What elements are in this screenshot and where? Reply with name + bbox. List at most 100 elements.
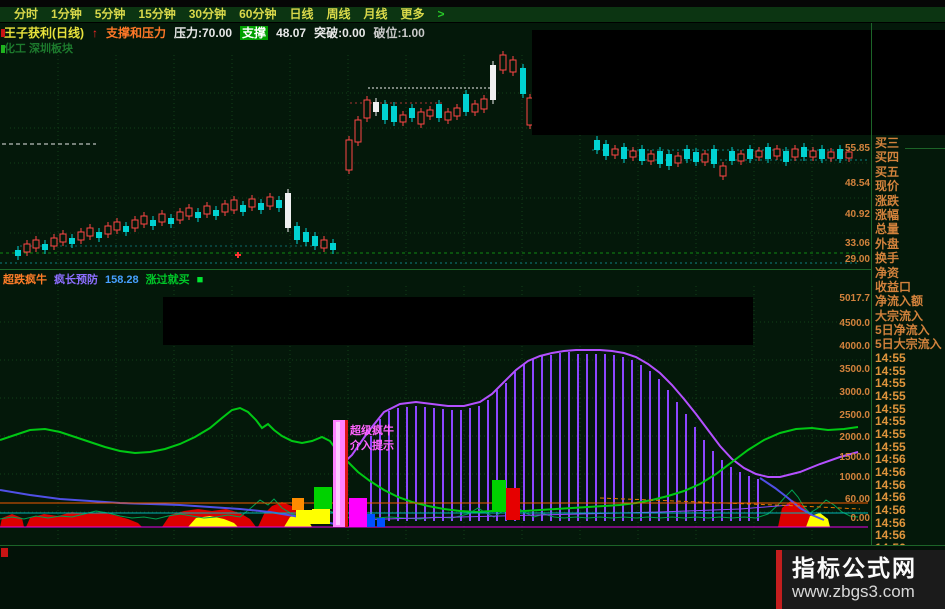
menu-bar: [0, 0, 945, 7]
candle-down: [240, 205, 246, 212]
tick-time: 14:55: [875, 388, 906, 403]
signal-block: [345, 420, 348, 527]
quote-label: 大宗流入: [875, 308, 924, 323]
candle-up: [354, 119, 362, 143]
candle-down: [594, 140, 600, 150]
candle-up: [176, 211, 184, 221]
signal-block: [292, 498, 304, 510]
candle-up: [629, 150, 637, 158]
quote-label: 买四: [875, 150, 900, 165]
tick-time: 14:56: [875, 515, 906, 530]
header-segment-3: 压力:70.00: [174, 26, 233, 40]
watermark-url: www.zbgs3.com: [792, 582, 915, 601]
candle-down: [765, 147, 771, 159]
candle-up: [845, 151, 853, 159]
lower-axis-label: 0.00: [850, 513, 870, 524]
candle-down: [520, 68, 526, 94]
candle-up: [185, 207, 193, 217]
indicator-mound: [806, 513, 830, 527]
quote-label: 买三: [875, 136, 900, 150]
tick-time: 14:55: [875, 439, 906, 454]
candle-up: [809, 150, 817, 158]
signal-line-2: 介入提示: [350, 440, 394, 452]
candle-up: [23, 243, 31, 253]
signal-block: [492, 480, 506, 512]
period-button-更多[interactable]: 更多: [400, 7, 425, 21]
candle-up: [203, 205, 211, 215]
header-segment-6: 突破:0.00: [314, 26, 366, 40]
quote-label: 净资: [875, 265, 900, 280]
period-button-周线[interactable]: 周线: [326, 7, 351, 21]
period-button-15分钟[interactable]: 15分钟: [138, 7, 176, 21]
candle-down: [837, 149, 843, 159]
tick-time: 14:56: [875, 528, 906, 543]
watermark-title: 指标公式网: [792, 555, 917, 581]
header-segment-4: 支撑: [240, 26, 269, 40]
signal-block: [349, 498, 367, 527]
period-button->[interactable]: >: [437, 7, 445, 21]
period-button-60分钟[interactable]: 60分钟: [239, 7, 277, 21]
chart-splitter[interactable]: [0, 269, 871, 270]
header-segment-5: 48.07: [276, 26, 307, 40]
tick-time: 14:56: [875, 452, 906, 467]
candle-up: [426, 109, 434, 117]
candle-up: [266, 196, 274, 207]
price-axis-label: 48.54: [844, 178, 870, 189]
lower-axis-label: 4000.0: [839, 341, 870, 352]
candle-down: [123, 226, 129, 232]
candle-down: [276, 200, 282, 208]
lower-axis-label: 2500.0: [839, 410, 870, 421]
candle-up: [158, 213, 166, 223]
candle-down: [729, 151, 735, 161]
quote-label: 5日大宗流入: [875, 337, 942, 352]
tick-time: 14:56: [875, 477, 906, 492]
tick-time: 14:55: [875, 376, 906, 391]
signal-block: [312, 509, 330, 524]
indicator-mound: [188, 516, 238, 527]
candle-down: [168, 218, 174, 224]
lower-label-segment-1: 疯长预防: [54, 274, 98, 286]
price-axis-label: 33.06: [844, 238, 870, 249]
candle-up: [827, 151, 835, 159]
quote-label: 总量: [875, 222, 900, 237]
candle-up: [453, 107, 461, 117]
candle-down: [391, 106, 397, 122]
series-orange-dashed: [599, 497, 861, 510]
candle-up: [611, 148, 619, 156]
period-button-月线[interactable]: 月线: [363, 7, 388, 21]
lower-axis-label: 3500.0: [839, 364, 870, 375]
quote-label: 涨幅: [875, 207, 900, 222]
signal-block: [506, 488, 520, 520]
signal-block: [314, 487, 332, 509]
tick-time: 14:55: [875, 363, 906, 378]
indicator-mound: [0, 514, 24, 527]
stock-sector-label: 化工 深圳板块: [4, 43, 74, 55]
candle-up: [113, 221, 121, 231]
signal-block: [367, 514, 375, 527]
period-button-5分钟[interactable]: 5分钟: [94, 7, 126, 21]
green-flag-icon: [1, 45, 5, 53]
lower-label-segment-2: 158.28: [105, 274, 139, 286]
period-button-30分钟[interactable]: 30分钟: [188, 7, 227, 21]
candle-up: [345, 139, 353, 171]
header-segment-2: 支撑和压力: [106, 26, 167, 40]
quote-label: 换手: [875, 251, 900, 266]
panel-divider: [871, 23, 872, 545]
candle-down: [819, 149, 825, 159]
period-button-1分钟[interactable]: 1分钟: [51, 7, 82, 21]
period-button-分时[interactable]: 分时: [14, 7, 39, 21]
header-segment-0: 王子获利(日线): [4, 26, 84, 40]
lower-axis-label: 3000.0: [839, 387, 870, 398]
lower-axis-label: 4500.0: [839, 318, 870, 329]
tick-time: 14:55: [875, 426, 906, 441]
tick-time: 14:55: [875, 350, 906, 365]
period-button-日线[interactable]: 日线: [289, 7, 314, 21]
candle-white: [373, 102, 379, 112]
price-axis-label: 40.92: [844, 209, 870, 220]
candle-up: [140, 215, 148, 225]
lower-axis-label: 1000.0: [839, 472, 870, 483]
signal-line-1: 超级疯牛: [350, 425, 394, 437]
candle-up: [32, 239, 40, 249]
